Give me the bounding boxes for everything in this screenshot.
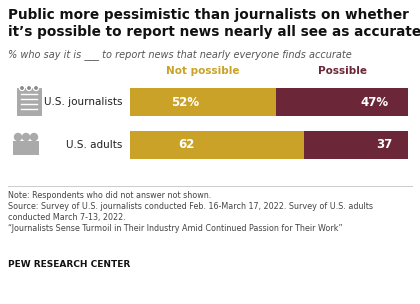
Text: “Journalists Sense Turmoil in Their Industry Amid Continued Passion for Their Wo: “Journalists Sense Turmoil in Their Indu… bbox=[8, 224, 343, 233]
Text: U.S. adults: U.S. adults bbox=[66, 140, 122, 150]
Circle shape bbox=[23, 133, 29, 140]
Circle shape bbox=[26, 85, 32, 91]
FancyBboxPatch shape bbox=[17, 88, 41, 115]
Text: % who say it is ___ to report news that nearly everyone finds accurate: % who say it is ___ to report news that … bbox=[8, 49, 352, 60]
Text: conducted March 7-13, 2022.: conducted March 7-13, 2022. bbox=[8, 213, 126, 222]
FancyBboxPatch shape bbox=[21, 141, 31, 155]
Circle shape bbox=[31, 133, 37, 140]
Circle shape bbox=[19, 85, 24, 91]
FancyBboxPatch shape bbox=[304, 131, 408, 159]
Text: Not possible: Not possible bbox=[166, 66, 240, 76]
Circle shape bbox=[28, 87, 30, 89]
FancyBboxPatch shape bbox=[130, 88, 276, 116]
Text: U.S. journalists: U.S. journalists bbox=[44, 97, 122, 107]
FancyBboxPatch shape bbox=[29, 141, 39, 155]
Circle shape bbox=[21, 87, 23, 89]
FancyBboxPatch shape bbox=[13, 141, 23, 155]
Text: 52%: 52% bbox=[171, 95, 199, 109]
Text: 47%: 47% bbox=[360, 95, 388, 109]
Text: Note: Respondents who did not answer not shown.: Note: Respondents who did not answer not… bbox=[8, 191, 211, 200]
Text: Source: Survey of U.S. journalists conducted Feb. 16-March 17, 2022. Survey of U: Source: Survey of U.S. journalists condu… bbox=[8, 202, 373, 211]
Circle shape bbox=[34, 85, 39, 91]
FancyBboxPatch shape bbox=[276, 88, 408, 116]
Text: Possible: Possible bbox=[318, 66, 367, 76]
Text: 37: 37 bbox=[376, 139, 392, 151]
Text: 62: 62 bbox=[179, 139, 195, 151]
Circle shape bbox=[35, 87, 37, 89]
Text: PEW RESEARCH CENTER: PEW RESEARCH CENTER bbox=[8, 260, 130, 269]
Circle shape bbox=[15, 133, 21, 140]
Text: Public more pessimistic than journalists on whether
it’s possible to report news: Public more pessimistic than journalists… bbox=[8, 8, 420, 39]
FancyBboxPatch shape bbox=[130, 131, 304, 159]
